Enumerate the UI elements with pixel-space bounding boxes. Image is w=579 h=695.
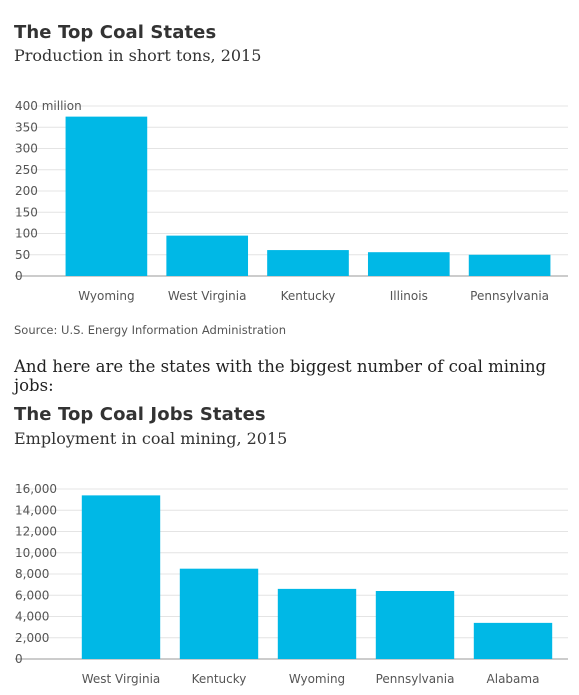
y-tick-label: 300 xyxy=(15,142,38,156)
x-tick-label: Pennsylvania xyxy=(470,289,549,303)
y-tick-label: 16,000 xyxy=(15,482,57,496)
y-tick-label: 8,000 xyxy=(15,567,49,581)
bar xyxy=(166,235,249,276)
y-tick-label: 0 xyxy=(15,269,23,283)
y-tick-label: 14,000 xyxy=(15,503,57,517)
y-tick-label: 10,000 xyxy=(15,546,57,560)
coal-jobs-bar-chart: 0 2,000 4,000 6,000 8,000 10,000 12,000 14,000 1… xyxy=(15,482,568,686)
y-tick-label: 2,000 xyxy=(15,631,49,645)
bar xyxy=(367,252,450,276)
y-tick-label: 400 million xyxy=(15,99,82,113)
bar xyxy=(468,254,551,276)
y-tick-label: 150 xyxy=(15,205,38,219)
bar xyxy=(179,568,259,659)
chart-1-title: The Top Coal States xyxy=(14,22,217,43)
x-tick-label: West Virginia xyxy=(168,289,247,303)
chart-1-source: Source: U.S. Energy Information Administ… xyxy=(14,323,287,337)
x-tick-label: Kentucky xyxy=(281,289,336,303)
bar xyxy=(267,250,349,276)
y-tick-label: 100 xyxy=(15,227,38,241)
y-tick-label: 200 xyxy=(15,184,38,198)
bar xyxy=(473,622,553,659)
intermission-text: And here are the states with the biggest… xyxy=(14,357,547,395)
x-tick-label: Illinois xyxy=(390,289,428,303)
bar xyxy=(65,116,148,276)
chart-2-subtitle: Employment in coal mining, 2015 xyxy=(14,429,288,448)
chart-2-title: The Top Coal Jobs States xyxy=(14,404,266,425)
y-tick-label: 12,000 xyxy=(15,525,57,539)
x-tick-label: West Virginia xyxy=(82,672,161,686)
chart-1-subtitle: Production in short tons, 2015 xyxy=(14,46,262,65)
y-tick-label: 250 xyxy=(15,163,38,177)
y-tick-label: 0 xyxy=(15,652,23,666)
x-tick-label: Wyoming xyxy=(289,672,345,686)
y-tick-label: 350 xyxy=(15,120,38,134)
x-tick-label: Wyoming xyxy=(78,289,134,303)
x-tick-label: Alabama xyxy=(487,672,540,686)
y-tick-label: 4,000 xyxy=(15,610,49,624)
coal-production-bar-chart: 0 50 100 150 200 250 300 350 400 million Wyoming W… xyxy=(15,99,568,303)
x-tick-label: Pennsylvania xyxy=(376,672,455,686)
y-tick-label: 6,000 xyxy=(15,588,49,602)
x-tick-label: Kentucky xyxy=(192,672,247,686)
bar xyxy=(375,591,455,659)
bar xyxy=(81,495,161,659)
bar xyxy=(277,588,357,659)
y-tick-label: 50 xyxy=(15,248,30,262)
